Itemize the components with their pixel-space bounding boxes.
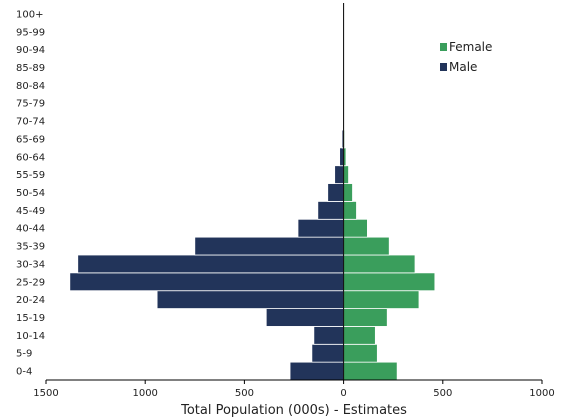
- bar-male-30-34: [77, 254, 344, 274]
- bar-female-50-54: [343, 183, 353, 202]
- bar-male-5-9: [311, 343, 344, 363]
- y-tick-label: 85-89: [16, 63, 45, 74]
- bars-layer: [69, 93, 436, 381]
- bar-female-35-39: [343, 236, 390, 256]
- y-tick-label: 75-79: [16, 99, 45, 110]
- y-tick-label: 20-24: [16, 295, 45, 306]
- x-axis-label: Total Population (000s) - Estimates: [180, 403, 407, 418]
- bar-female-30-34: [343, 254, 416, 274]
- y-tick-label: 95-99: [16, 27, 45, 38]
- bar-female-10-14: [343, 326, 376, 345]
- y-tick-label: 60-64: [16, 152, 45, 163]
- bar-male-20-24: [156, 290, 345, 309]
- y-tick-label: 15-19: [16, 313, 45, 324]
- x-tick-label: 500: [433, 388, 452, 399]
- bar-male-35-39: [194, 236, 345, 256]
- bar-male-25-29: [69, 272, 344, 292]
- x-tick-label: 1000: [529, 388, 554, 399]
- bar-male-10-14: [313, 326, 344, 345]
- bar-female-5-9: [343, 343, 378, 363]
- y-tick-label: 55-59: [16, 170, 45, 181]
- bar-male-55-59: [334, 165, 344, 184]
- legend: Female Male: [440, 40, 492, 74]
- bar-female-45-49: [343, 201, 357, 220]
- y-tick-label: 70-74: [16, 117, 45, 128]
- bar-male-15-19: [265, 308, 344, 327]
- y-tick-label: 40-44: [16, 224, 45, 235]
- legend-swatch-male: [440, 63, 447, 71]
- x-tick-label: 0: [340, 388, 346, 399]
- legend-label-female: Female: [449, 40, 492, 54]
- y-tick-label: 80-84: [16, 81, 45, 92]
- y-tick-label: 35-39: [16, 242, 45, 253]
- bar-male-40-44: [297, 218, 344, 238]
- y-tick-label: 30-34: [16, 259, 45, 270]
- bar-female-15-19: [343, 308, 388, 327]
- bar-male-0-4: [289, 361, 345, 381]
- y-tick-label: 100+: [16, 9, 43, 20]
- y-tick-label: 25-29: [16, 277, 45, 288]
- x-tick-label: 500: [235, 388, 254, 399]
- y-tick-label: 50-54: [16, 188, 45, 199]
- bar-male-50-54: [327, 183, 344, 202]
- bar-female-55-59: [343, 165, 349, 184]
- y-tick-label: 65-69: [16, 134, 45, 145]
- y-tick-label: 45-49: [16, 206, 45, 217]
- y-tick-label: 0-4: [16, 367, 32, 378]
- bar-female-0-4: [343, 361, 398, 381]
- y-tick-label: 10-14: [16, 331, 45, 342]
- bar-female-40-44: [343, 218, 368, 238]
- y-tick-label: 5-9: [16, 349, 32, 360]
- y-ticks: 0-4 5-9 10-14 15-19 20-24 25-29 30-34 35-39 40-4…: [16, 9, 45, 377]
- y-tick-label: 90-94: [16, 45, 45, 56]
- x-tick-label: 1500: [33, 388, 58, 399]
- bar-male-45-49: [317, 201, 345, 220]
- legend-label-male: Male: [449, 60, 477, 74]
- bar-female-25-29: [343, 272, 436, 292]
- x-tick-label: 1000: [132, 388, 157, 399]
- legend-swatch-female: [440, 43, 447, 51]
- bar-female-20-24: [343, 290, 420, 309]
- bar-male-60-64: [339, 147, 344, 167]
- x-ticks: 1500 1000 500 0 500 1000: [33, 380, 555, 399]
